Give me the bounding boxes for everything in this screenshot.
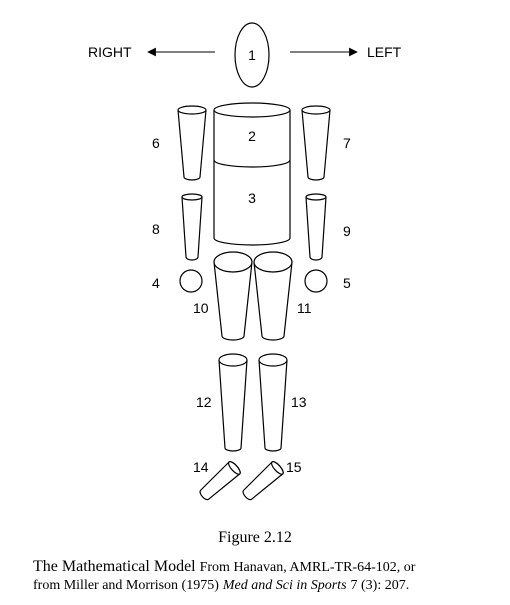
right-thigh-segment xyxy=(213,261,253,341)
left-thigh-top xyxy=(253,251,293,273)
segment-label-13: 13 xyxy=(291,394,307,410)
left-forearm-segment xyxy=(305,196,327,261)
left-upper-arm-segment xyxy=(301,109,331,181)
segment-label-12: 12 xyxy=(196,394,212,410)
right-shank-top xyxy=(218,353,248,367)
segment-label-7: 7 xyxy=(343,135,351,151)
caption-source-1: From Hanavan, AMRL-TR-64-102, or xyxy=(199,560,416,575)
body-segment-diagram: RIGHT LEFT 1 2 3 6 7 8 9 4 5 10 11 12 13 xyxy=(88,22,402,501)
left-thigh-segment xyxy=(253,261,293,341)
right-hand-segment xyxy=(179,269,203,293)
figure-caption: The Mathematical Model From Hanavan, AMR… xyxy=(33,558,503,594)
torso-top xyxy=(213,102,291,118)
left-label: LEFT xyxy=(367,44,402,60)
caption-title: The Mathematical Model xyxy=(33,558,196,575)
left-foot-segment xyxy=(242,461,284,501)
segment-label-4: 4 xyxy=(152,275,160,291)
right-upper-arm-top xyxy=(177,105,207,115)
segment-label-9: 9 xyxy=(343,223,351,239)
torso-segment xyxy=(213,110,291,246)
left-upper-arm-top xyxy=(301,105,331,115)
segment-label-8: 8 xyxy=(152,221,160,237)
right-forearm-top xyxy=(181,193,203,201)
right-label: RIGHT xyxy=(88,44,132,60)
segment-label-14: 14 xyxy=(193,459,209,475)
caption-journal: Med and Sci in Sports xyxy=(222,578,347,593)
caption-source-2a: from Miller and Morrison (1975) xyxy=(33,578,219,593)
segment-label-2: 2 xyxy=(248,128,256,144)
segment-label-5: 5 xyxy=(343,275,351,291)
right-thigh-top xyxy=(213,251,253,273)
right-forearm-segment xyxy=(181,196,203,261)
segment-label-15: 15 xyxy=(286,459,302,475)
torso-divider xyxy=(213,159,291,168)
right-shank-segment xyxy=(218,359,248,452)
segment-label-3: 3 xyxy=(248,190,256,206)
right-foot-segment xyxy=(199,461,241,501)
head-segment xyxy=(234,22,270,88)
left-shank-top xyxy=(258,353,288,367)
caption-source-2b: 7 (3): 207. xyxy=(350,578,410,593)
segment-label-1: 1 xyxy=(248,47,256,63)
segment-label-10: 10 xyxy=(193,300,209,316)
right-upper-arm-segment xyxy=(177,109,207,181)
left-forearm-top xyxy=(305,193,327,201)
segment-label-6: 6 xyxy=(152,135,160,151)
left-shank-segment xyxy=(258,359,288,452)
figure-number: Figure 2.12 xyxy=(218,529,292,546)
left-hand-segment xyxy=(304,269,328,293)
segment-label-11: 11 xyxy=(297,300,312,316)
